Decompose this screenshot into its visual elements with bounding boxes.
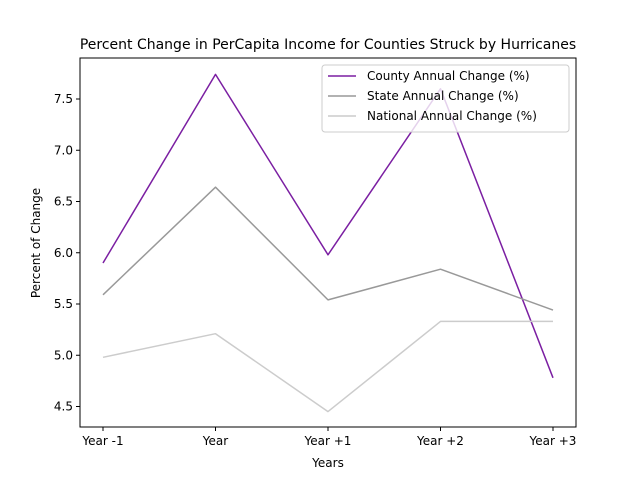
series-line-3 bbox=[102, 320, 553, 413]
series-line-2 bbox=[102, 186, 554, 311]
y-tick-label: 7.0 bbox=[54, 143, 73, 157]
y-tick-label: 7.5 bbox=[54, 92, 73, 106]
legend-label: State Annual Change (%) bbox=[367, 89, 519, 103]
y-tick-label: 4.5 bbox=[54, 400, 73, 414]
y-tick-label: 6.5 bbox=[54, 195, 73, 209]
x-tick-label: Year bbox=[202, 434, 228, 448]
y-tick-label: 6.0 bbox=[54, 246, 73, 260]
y-tick-label: 5.0 bbox=[54, 348, 73, 362]
x-axis-label: Years bbox=[311, 456, 344, 470]
x-axis: Year -1 Year Year +1 Year +2 Year +3 bbox=[81, 427, 576, 448]
x-tick-label: Year +1 bbox=[304, 434, 352, 448]
legend-label: County Annual Change (%) bbox=[367, 69, 530, 83]
legend-box bbox=[321, 64, 570, 133]
legend: County Annual Change (%) State Annual Cha… bbox=[321, 64, 570, 133]
series-lines bbox=[102, 73, 554, 413]
chart-title: Percent Change in PerCapita Income for C… bbox=[80, 37, 576, 53]
series-line-1 bbox=[102, 73, 554, 379]
x-tick-label: Year +3 bbox=[529, 434, 577, 448]
y-axis-label: Percent of Change bbox=[29, 188, 43, 298]
x-tick-label: Year +2 bbox=[416, 434, 464, 448]
y-axis: 4.5 5.0 5.5 6.0 6.5 7.0 7.5 bbox=[54, 92, 80, 414]
x-tick-label: Year -1 bbox=[81, 434, 123, 448]
y-tick-label: 5.5 bbox=[54, 297, 73, 311]
legend-label: National Annual Change (%) bbox=[367, 109, 537, 123]
